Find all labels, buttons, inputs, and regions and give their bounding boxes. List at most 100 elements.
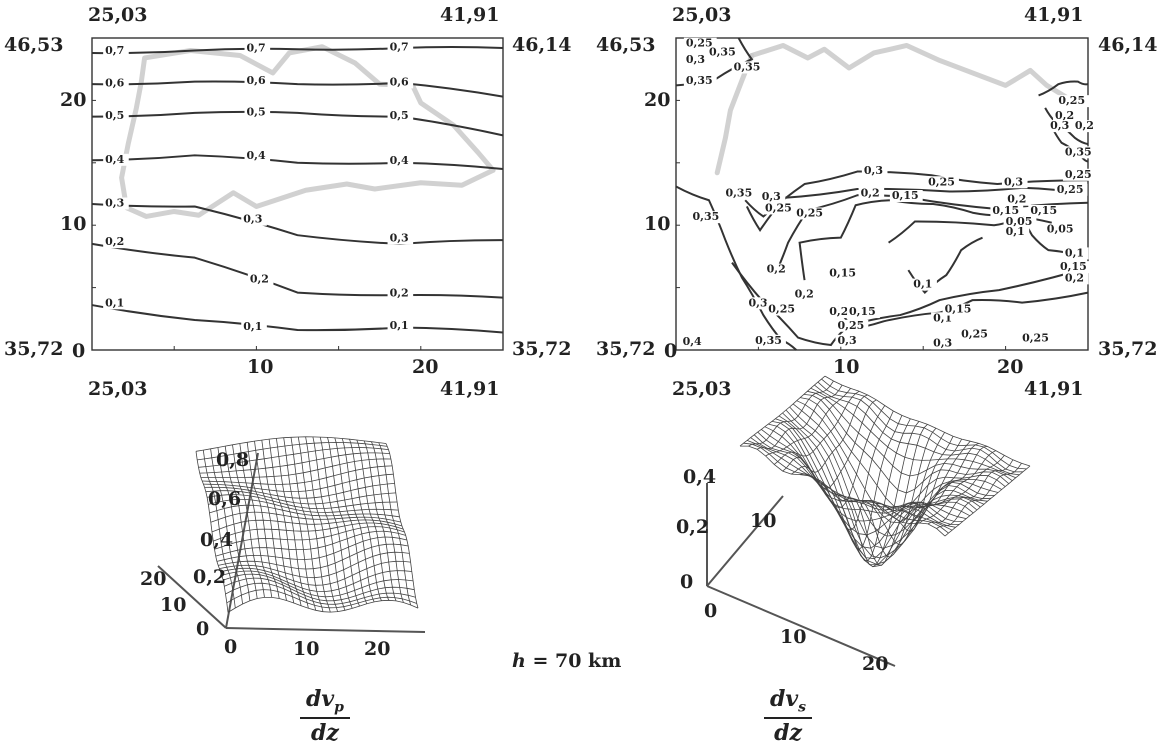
contour-label-bg [753, 334, 786, 347]
lat-label-right-bottom-2: 35,72 [1098, 338, 1158, 360]
contour-label: 0,35 [686, 74, 713, 87]
surface1-mesh-line [226, 589, 417, 609]
contour-label-bg [103, 297, 129, 310]
contour-label: 0,4 [247, 149, 266, 162]
contour-label: 0,15 [829, 266, 856, 279]
surface1-mesh-line [221, 570, 412, 593]
contour-line-0-7 [91, 45, 504, 55]
contour-label-bg [241, 321, 267, 334]
surface1-mesh-line [198, 447, 389, 468]
surface2-mesh-line [785, 409, 992, 559]
contour-label: 0,35 [734, 60, 761, 73]
surface1-mesh-line [200, 458, 391, 478]
surface2-mesh-line [817, 381, 1023, 473]
surface-plot-dvp [157, 436, 426, 633]
contour-label: 0,2 [1055, 109, 1074, 122]
surface1-x-tick-10: 10 [293, 638, 320, 660]
contour-label-bg [1054, 183, 1088, 196]
contour-label-bg [244, 75, 271, 88]
contour-label: 0,3 [1050, 119, 1069, 132]
surface2-x-tick-20: 20 [862, 653, 889, 675]
contour-label-bg [680, 336, 707, 349]
contour-label-bg [759, 191, 786, 204]
contour-label-bg [794, 207, 828, 220]
surface1-mesh-line [213, 522, 404, 542]
gradient-denominator-dvs: dz [774, 720, 802, 747]
surface2-mesh-line [859, 432, 945, 545]
contour-label-bg [387, 41, 414, 54]
gradient-label-dvp: dvp dz [300, 688, 350, 744]
x-tick-10: 10 [247, 356, 274, 378]
contour-label: 0,3 [390, 231, 409, 244]
contour-label-bg [835, 334, 862, 347]
contour-label-bg [1062, 168, 1096, 181]
surface1-mesh-line [224, 577, 415, 602]
numerator-subscript: s [798, 699, 807, 716]
lon-label-top-right-2: 41,91 [1024, 4, 1084, 26]
contour-label-bg [1003, 226, 1030, 239]
contour-map-dvp: 0,7 0,7 0,7 0,6 0,6 0,6 0,5 0,5 0,5 0,4 0,4 0,4 0,3 0… [91, 37, 504, 351]
lat-label-left-bottom: 35,72 [4, 338, 64, 360]
contour-label-bg [387, 110, 414, 123]
contour-line-0-1 [91, 304, 504, 334]
surface1-mesh-line [203, 473, 394, 493]
contour-label: 0,15 [945, 303, 972, 316]
surface1-mesh-line [197, 441, 388, 461]
y-tick-20-2: 20 [644, 89, 671, 111]
contour-label: 0,3 [686, 53, 705, 66]
contour-label-bg [1072, 120, 1099, 133]
contour-label: 0,7 [247, 42, 266, 55]
surface1-mesh-line [222, 573, 414, 598]
contour-label: 0,2 [250, 273, 269, 286]
depth-variable: h [512, 650, 526, 672]
surface2-mesh-line [810, 387, 1016, 479]
contour-label: 0,2 [795, 288, 814, 301]
contour-label: 0,15 [992, 204, 1019, 217]
contour-label: 0,05 [1006, 215, 1033, 228]
contour-label: 0,4 [390, 154, 409, 167]
contour-label: 0,25 [838, 319, 865, 332]
surface1-corner-zero: 0 [196, 618, 210, 640]
contour-label-bg [835, 319, 869, 332]
x-tick-20-2: 20 [997, 356, 1024, 378]
surface2-x-tick-10: 10 [780, 626, 807, 648]
contour-label: 0,15 [1060, 260, 1087, 273]
contour-label-bg [1020, 332, 1053, 345]
contour-label-bg [1056, 95, 1090, 108]
contour-label: 0,1 [1006, 225, 1025, 238]
surface2-mesh-line [910, 450, 996, 524]
contour-line-0-3 [91, 202, 504, 245]
contour-map-dvs: 0,250,30,350,350,350,350,350,30,25 0,250,… [675, 37, 1099, 351]
gradient-numerator-dvp: dvp [300, 688, 350, 720]
contour-label: 0,4 [105, 153, 124, 166]
surface1-mesh-line [202, 465, 393, 485]
contour-label-bg [762, 202, 796, 215]
surface2-mesh-line [746, 440, 953, 531]
surface1-mesh-line [208, 499, 399, 513]
x-tick-20: 20 [412, 356, 439, 378]
contour-label-bg [683, 53, 710, 66]
numerator-subscript: p [334, 699, 344, 716]
contour-label-bg [959, 328, 992, 341]
surface-plot-dvs [706, 375, 1031, 667]
contour-label-bg [1001, 176, 1028, 189]
surface2-mesh-line [803, 394, 1010, 494]
contour-label-bg [387, 287, 414, 300]
contour-label: 0,25 [1058, 94, 1085, 107]
depth-caption: h = 70 km [512, 650, 621, 672]
y-tick-0: 0 [72, 340, 86, 362]
contour-label-bg [244, 42, 271, 55]
contour-label-bg [387, 319, 414, 332]
contour-label: 0,3 [105, 196, 124, 209]
contour-label-bg [1053, 110, 1079, 123]
contour-label: 0,2 [105, 235, 124, 248]
contour-label: 0,25 [765, 201, 792, 214]
surface1-mesh-line [195, 436, 387, 452]
contour-label-bg [247, 273, 274, 286]
gradient-label-dvs: dvs dz [764, 688, 813, 747]
contour-label-bg [792, 288, 819, 301]
surface2-z-tick-02: 0,2 [676, 516, 710, 538]
lon-label-top-right: 41,91 [440, 4, 500, 26]
surface1-z-tick-02: 0,2 [193, 566, 227, 588]
y-tick-10-2: 10 [644, 213, 671, 235]
